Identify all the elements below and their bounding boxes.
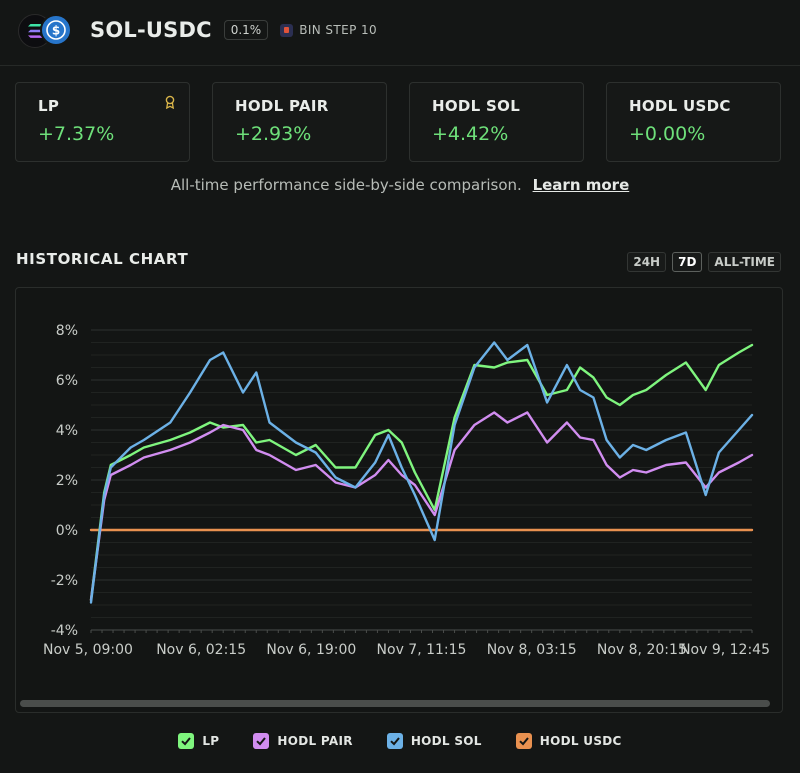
x-tick-label: Nov 8, 20:15 <box>597 642 687 658</box>
range-selector: 24H 7D ALL-TIME <box>627 252 781 272</box>
card-label: HODL PAIR <box>235 97 329 115</box>
card-label: HODL USDC <box>629 97 731 115</box>
bin-step-badge: BIN STEP 10 <box>280 23 377 37</box>
performance-cards: LP +7.37% HODL PAIR +2.93% HODL SOL +4.4… <box>15 82 785 164</box>
y-tick-label: -4% <box>51 623 78 639</box>
checkbox-icon[interactable] <box>253 733 270 749</box>
bin-step-icon <box>280 23 294 37</box>
legend-item-hodl-pair[interactable]: HODL PAIR <box>253 733 353 749</box>
chart-container: 8% 6% 4% 2% 0% -2% -4% Nov 5, 09:00 Nov 6, 02:1… <box>15 287 783 713</box>
card-value: +7.37% <box>38 123 115 145</box>
card-hodl-usdc: HODL USDC +0.00% <box>606 82 781 162</box>
card-value: +0.00% <box>629 123 706 145</box>
y-tick-label: 4% <box>56 423 78 439</box>
series-line-hodl-sol <box>89 341 754 604</box>
bin-step-label: BIN STEP 10 <box>299 23 378 37</box>
card-lp: LP +7.37% <box>15 82 190 162</box>
x-axis-ticks: Nov 5, 09:00 Nov 6, 02:15 Nov 6, 19:00 Nov … <box>43 642 770 658</box>
subtitle-text: All-time performance side-by-side compar… <box>170 176 522 194</box>
x-tick-label: Nov 7, 11:15 <box>377 642 467 658</box>
award-icon <box>165 95 175 109</box>
series-layer <box>89 341 754 604</box>
legend-label: HODL USDC <box>539 734 622 748</box>
learn-more-link[interactable]: Learn more <box>532 176 630 194</box>
header-divider <box>0 65 800 66</box>
usdc-token-icon: $ <box>40 14 72 46</box>
svg-text:$: $ <box>52 24 60 38</box>
x-tick-label: Nov 6, 19:00 <box>266 642 356 658</box>
y-tick-label: 8% <box>56 323 78 339</box>
card-hodl-pair: HODL PAIR +2.93% <box>212 82 387 162</box>
card-label: HODL SOL <box>432 97 521 115</box>
legend-item-hodl-usdc[interactable]: HODL USDC <box>515 733 622 749</box>
y-axis-ticks: 8% 6% 4% 2% 0% -2% -4% <box>51 323 78 639</box>
historical-line-chart: 8% 6% 4% 2% 0% -2% -4% Nov 5, 09:00 Nov 6, 02:1… <box>43 323 770 658</box>
fee-badge: 0.1% <box>223 20 269 40</box>
y-tick-label: 2% <box>56 473 78 489</box>
range-24h-button[interactable]: 24H <box>627 252 667 272</box>
series-line-lp <box>89 343 754 602</box>
series-line-hodl-pair <box>89 411 754 602</box>
legend-item-hodl-sol[interactable]: HODL SOL <box>386 733 482 749</box>
range-7d-button[interactable]: 7D <box>672 252 703 272</box>
comparison-subtitle: All-time performance side-by-side compar… <box>0 176 800 194</box>
x-tick-label: Nov 6, 02:15 <box>156 642 246 658</box>
chart-scrollbar[interactable] <box>20 700 770 707</box>
card-hodl-sol: HODL SOL +4.42% <box>409 82 584 162</box>
x-tick-label: Nov 9, 12:45 <box>680 642 770 658</box>
range-all-time-button[interactable]: ALL-TIME <box>708 252 781 272</box>
legend-label: HODL SOL <box>410 734 482 748</box>
y-tick-label: 0% <box>56 523 78 539</box>
checkbox-icon[interactable] <box>178 733 195 749</box>
checkbox-icon[interactable] <box>515 733 532 749</box>
card-label: LP <box>38 97 60 115</box>
checkbox-icon[interactable] <box>386 733 403 749</box>
legend-item-lp[interactable]: LP <box>178 733 219 749</box>
x-tick-label: Nov 8, 03:15 <box>487 642 577 658</box>
pair-title: SOL-USDC <box>90 18 212 42</box>
x-tick-label: Nov 5, 09:00 <box>43 642 133 658</box>
historical-chart-title: HISTORICAL CHART <box>16 250 189 268</box>
pool-header: $ SOL-USDC 0.1% BIN STEP 10 <box>18 12 377 48</box>
legend-label: HODL PAIR <box>277 734 353 748</box>
card-value: +4.42% <box>432 123 509 145</box>
card-value: +2.93% <box>235 123 312 145</box>
grid-layer <box>90 329 753 633</box>
legend-label: LP <box>202 734 220 748</box>
y-tick-label: 6% <box>56 373 78 389</box>
y-tick-label: -2% <box>51 573 78 589</box>
token-pair-icons: $ <box>18 12 74 48</box>
chart-legend: LP HODL PAIR HODL SOL HODL USDC <box>0 733 800 749</box>
